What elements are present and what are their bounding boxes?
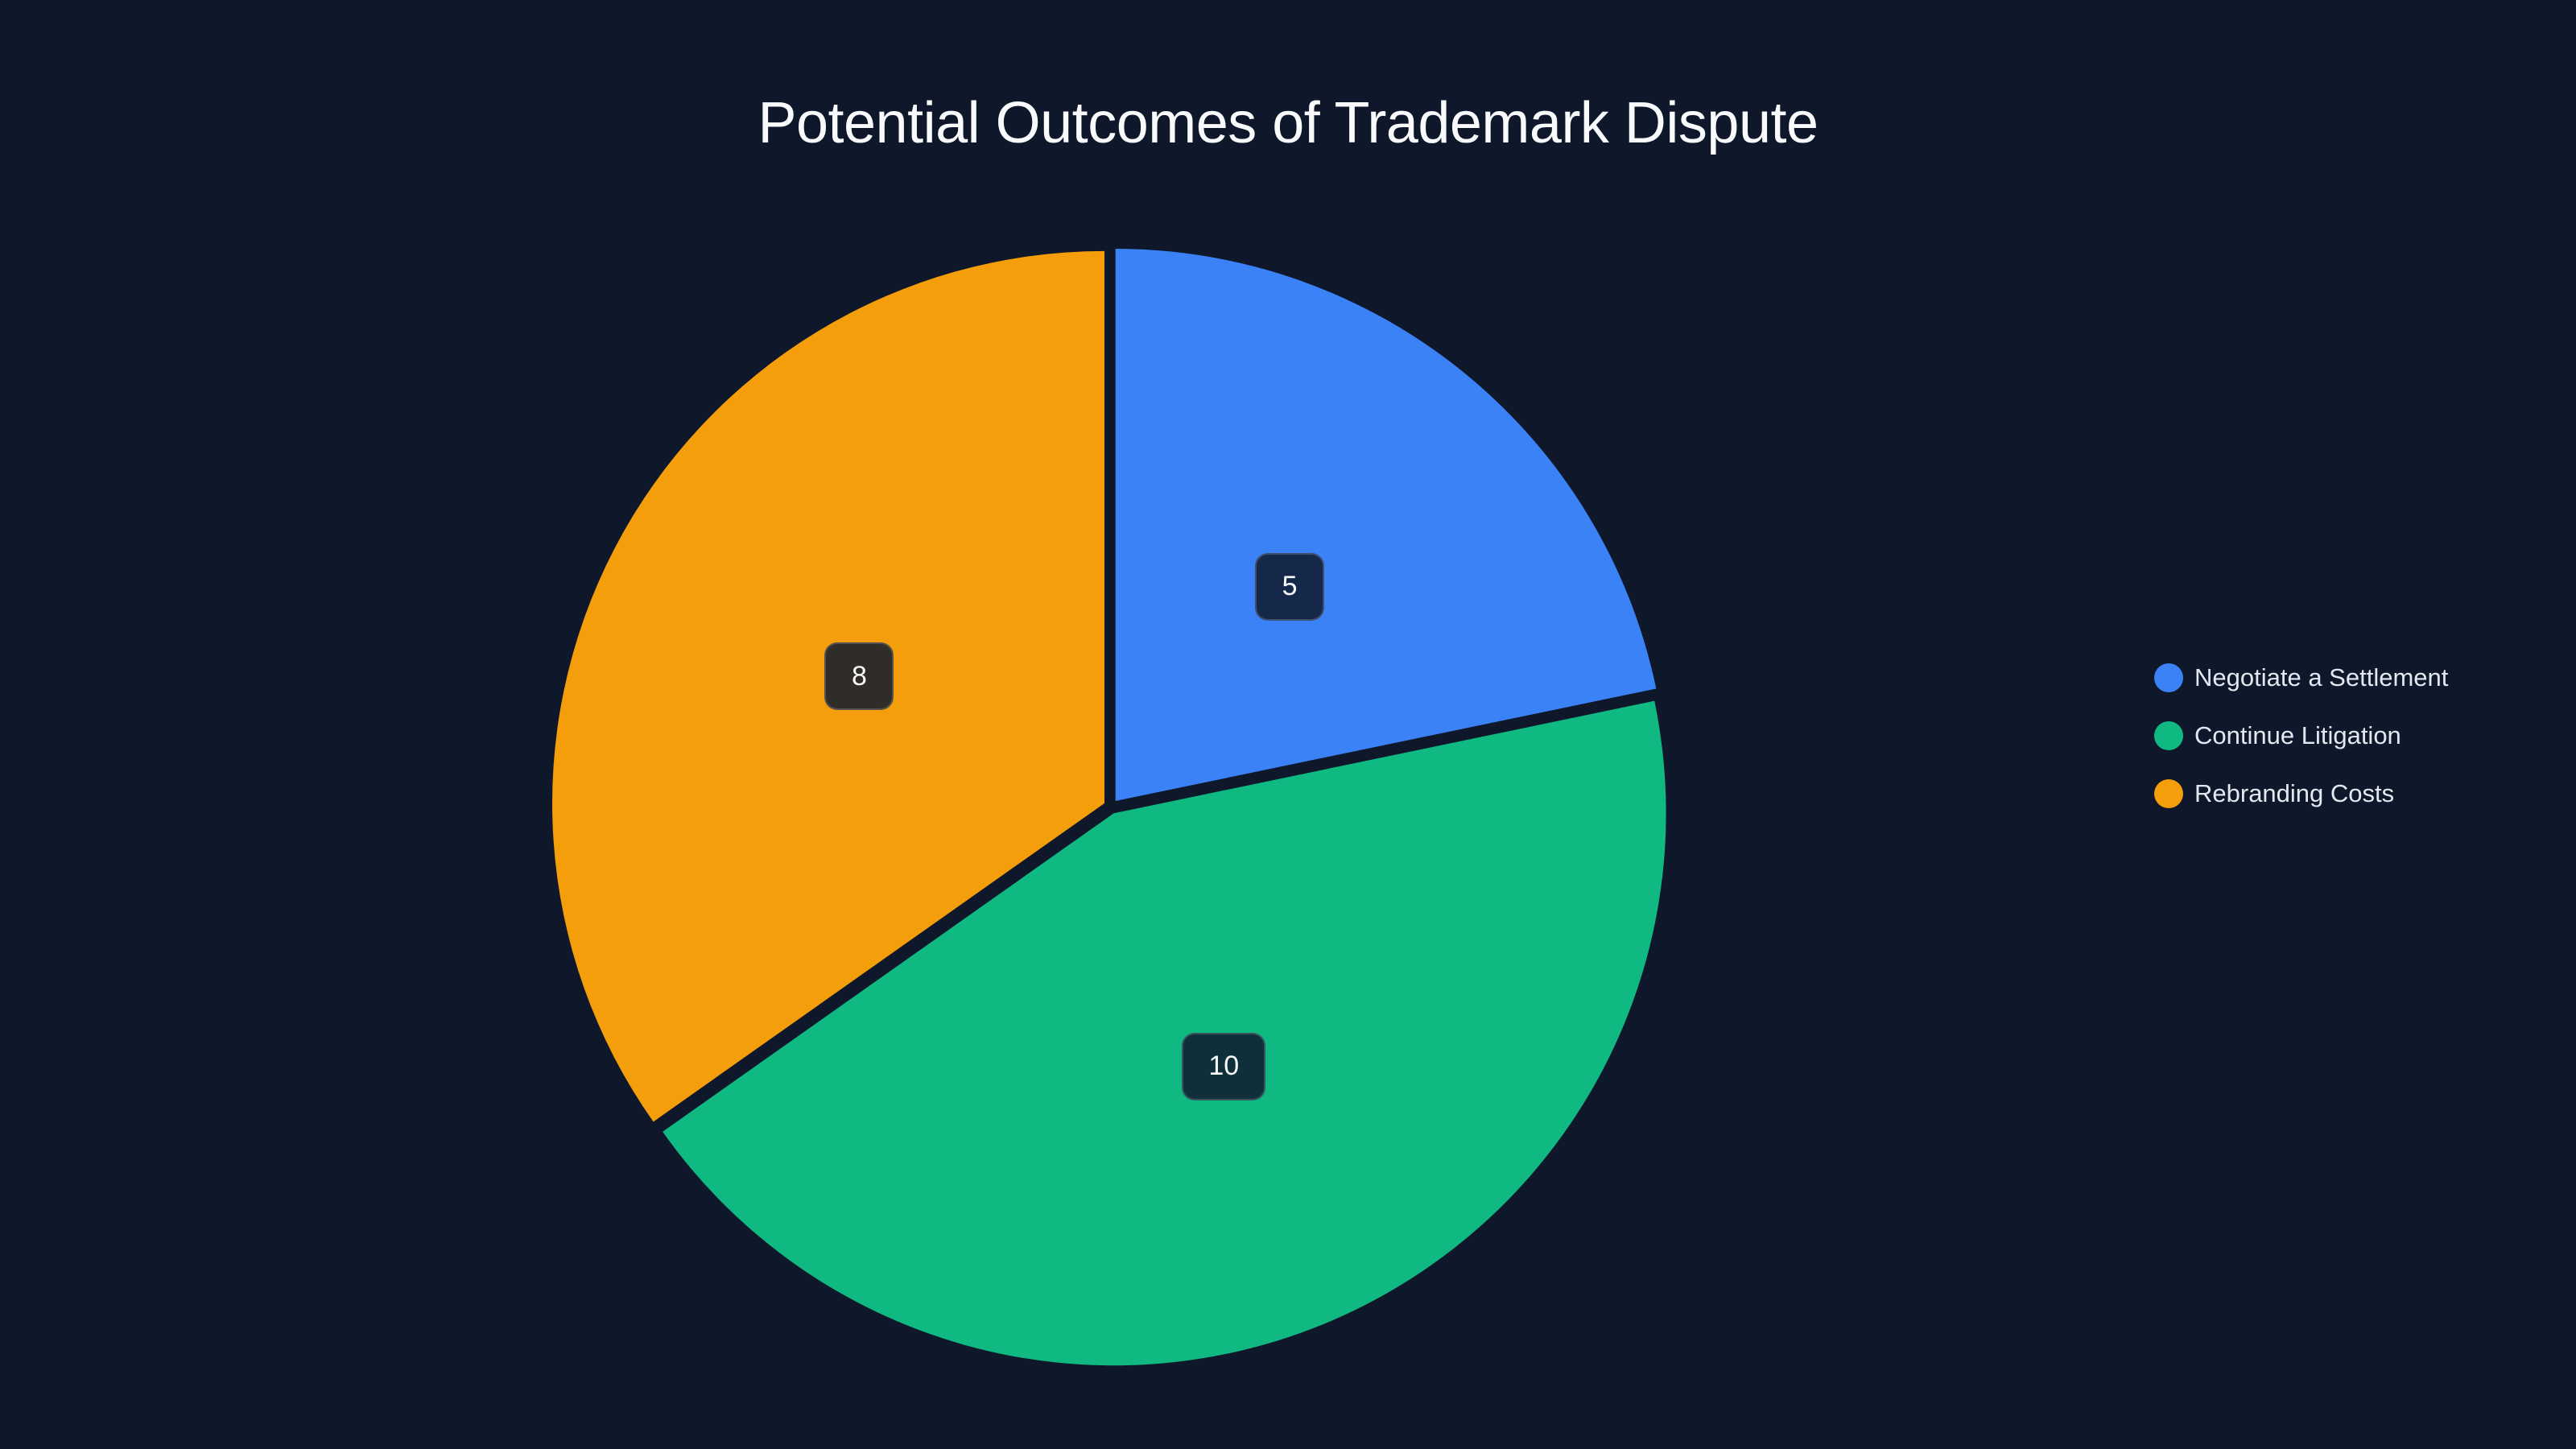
legend-swatch-icon: [2154, 721, 2183, 750]
legend-label: Rebranding Costs: [2194, 779, 2395, 807]
legend-swatch-icon: [2154, 779, 2183, 808]
legend-item-negotiate-a-settlement[interactable]: Negotiate a Settlement: [2154, 649, 2448, 707]
legend-label: Continue Litigation: [2194, 721, 2401, 749]
data-label: 5: [1255, 552, 1325, 621]
legend-label: Negotiate a Settlement: [2194, 663, 2449, 691]
legend-item-rebranding-costs[interactable]: Rebranding Costs: [2154, 765, 2448, 823]
data-label: 8: [824, 642, 894, 711]
legend-swatch-icon: [2154, 663, 2183, 692]
pie-slice-negotiate-a-settlement[interactable]: [1115, 249, 1657, 802]
pie-slice-continue-litigation[interactable]: [663, 700, 1666, 1366]
data-label: 10: [1182, 1032, 1266, 1100]
legend-item-continue-litigation[interactable]: Continue Litigation: [2154, 707, 2448, 765]
chart-title: Potential Outcomes of Trademark Dispute: [758, 91, 1818, 155]
legend: Negotiate a Settlement Continue Litigati…: [2154, 649, 2448, 823]
